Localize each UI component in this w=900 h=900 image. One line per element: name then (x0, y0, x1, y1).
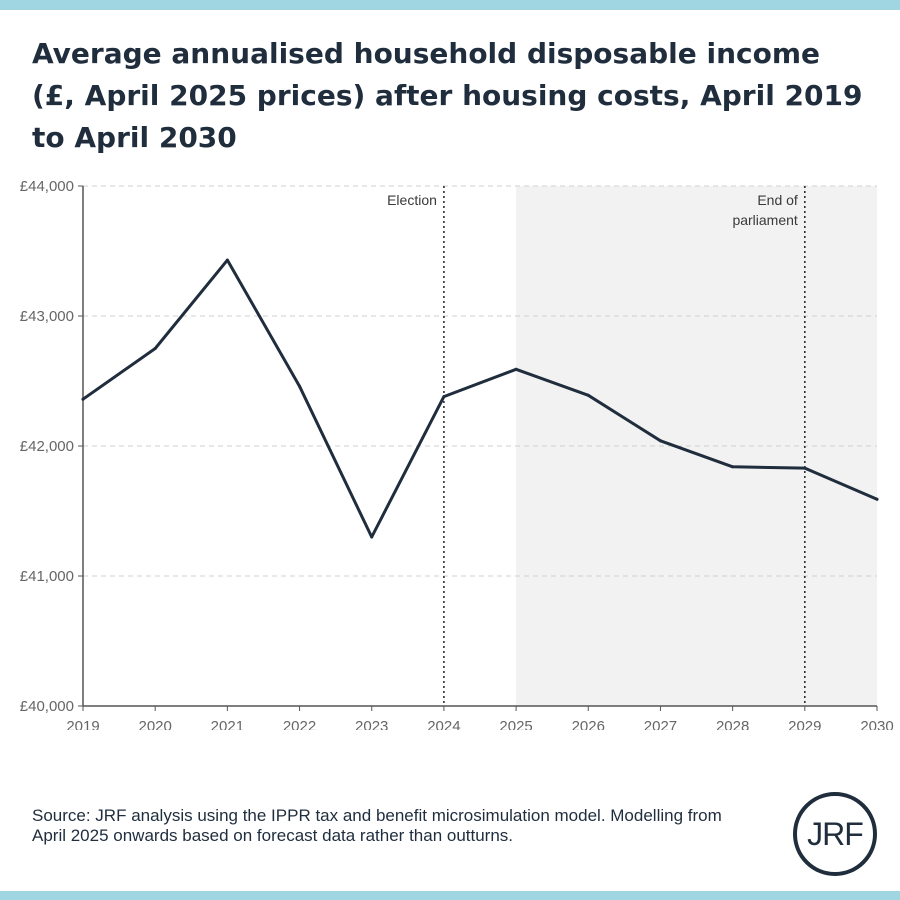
logo-text: JRF (807, 815, 864, 852)
bottom-accent-bar (0, 891, 900, 900)
annotation-label: End of (757, 192, 798, 208)
x-tick-label: 2029 (788, 718, 821, 730)
data-point (225, 258, 229, 262)
x-tick-label: 2025 (499, 718, 532, 730)
line-chart: Election End of parliament 2019 2020 2021 202… (20, 178, 894, 730)
top-accent-bar (0, 0, 900, 10)
source-note: Source: JRF analysis using the IPPR tax … (32, 806, 722, 845)
data-point (875, 497, 879, 501)
data-point (586, 393, 590, 397)
x-tick-label: 2021 (211, 718, 244, 730)
y-tick-label: £40,000 (20, 698, 74, 715)
data-point (731, 465, 735, 469)
x-tick-label: 2022 (283, 718, 316, 730)
x-tick-label: 2028 (716, 718, 749, 730)
x-tick-label: 2024 (427, 718, 460, 730)
data-point (298, 384, 302, 388)
x-tick-label: 2027 (644, 718, 677, 730)
x-tick-label: 2020 (138, 718, 171, 730)
x-tick-label: 2019 (66, 718, 99, 730)
x-tick-label: 2030 (860, 718, 893, 730)
data-point (658, 439, 662, 443)
data-point (514, 367, 518, 371)
jrf-logo: JRF (793, 792, 877, 876)
data-point (81, 397, 85, 401)
income-series-line (81, 258, 879, 539)
data-point (803, 466, 807, 470)
annotation-label: parliament (732, 212, 797, 228)
data-point (153, 347, 157, 350)
y-tick-label: £43,000 (20, 308, 74, 325)
x-tick-label: 2023 (355, 718, 388, 730)
x-tick-label: 2026 (572, 718, 605, 730)
y-tick-label: £42,000 (20, 438, 74, 455)
y-tick-label: £44,000 (20, 178, 74, 195)
annotation-label: Election (387, 192, 437, 208)
data-point (442, 395, 446, 399)
chart-title: Average annualised household disposable … (32, 37, 863, 154)
data-point (370, 535, 374, 539)
y-tick-label: £41,000 (20, 568, 74, 585)
